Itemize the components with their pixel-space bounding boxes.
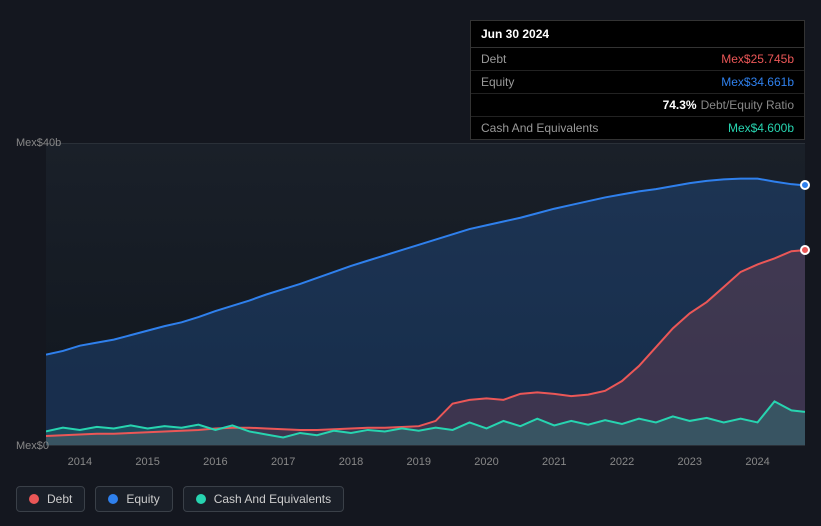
chart-svg: [46, 144, 805, 445]
series-end-marker: [800, 245, 810, 255]
x-axis-label: 2017: [271, 456, 295, 468]
tooltip-row: EquityMex$34.661b: [471, 71, 804, 94]
legend-label: Cash And Equivalents: [214, 492, 331, 506]
x-axis-label: 2014: [68, 456, 92, 468]
tooltip-ratio-pct: 74.3%: [663, 98, 697, 112]
series-end-marker: [800, 180, 810, 190]
x-axis-label: 2022: [610, 456, 634, 468]
tooltip-ratio-label: Debt/Equity Ratio: [701, 98, 794, 112]
tooltip-row: 74.3% Debt/Equity Ratio: [471, 94, 804, 117]
x-axis-label: 2020: [474, 456, 498, 468]
tooltip-row: DebtMex$25.745b: [471, 48, 804, 71]
chart-legend: Debt Equity Cash And Equivalents: [16, 486, 344, 512]
legend-swatch: [196, 494, 206, 504]
tooltip-row-value: Mex$34.661b: [721, 75, 794, 89]
chart-plot-area[interactable]: [46, 143, 805, 446]
legend-label: Debt: [47, 492, 72, 506]
x-axis-label: 2021: [542, 456, 566, 468]
chart-tooltip: Jun 30 2024 DebtMex$25.745bEquityMex$34.…: [470, 20, 805, 140]
tooltip-row-label: Cash And Equivalents: [481, 121, 728, 135]
legend-swatch: [108, 494, 118, 504]
x-axis: 2014 2015 2016 2017 2018 2019 2020 2021 2022 2023…: [46, 452, 805, 476]
x-axis-label: 2015: [135, 456, 159, 468]
x-axis-label: 2023: [678, 456, 702, 468]
tooltip-row-label: Equity: [481, 75, 721, 89]
legend-item[interactable]: Equity: [95, 486, 172, 512]
tooltip-row-label: Debt: [481, 52, 721, 66]
tooltip-row-value: Mex$25.745b: [721, 52, 794, 66]
legend-item[interactable]: Cash And Equivalents: [183, 486, 344, 512]
tooltip-row-value: Mex$4.600b: [728, 121, 794, 135]
legend-label: Equity: [126, 492, 159, 506]
x-axis-label: 2024: [745, 456, 769, 468]
y-axis-label: Mex$0: [16, 440, 49, 452]
tooltip-row-label: [481, 98, 663, 112]
tooltip-rows: DebtMex$25.745bEquityMex$34.661b74.3%Deb…: [471, 48, 804, 139]
x-axis-label: 2018: [339, 456, 363, 468]
tooltip-row: Cash And EquivalentsMex$4.600b: [471, 117, 804, 139]
legend-swatch: [29, 494, 39, 504]
legend-item[interactable]: Debt: [16, 486, 85, 512]
financials-chart: 2014 2015 2016 2017 2018 2019 2020 2021 2022 2023…: [16, 125, 805, 476]
x-axis-label: 2016: [203, 456, 227, 468]
y-axis-label: Mex$40b: [16, 137, 61, 149]
tooltip-date: Jun 30 2024: [471, 21, 804, 48]
x-axis-label: 2019: [406, 456, 430, 468]
